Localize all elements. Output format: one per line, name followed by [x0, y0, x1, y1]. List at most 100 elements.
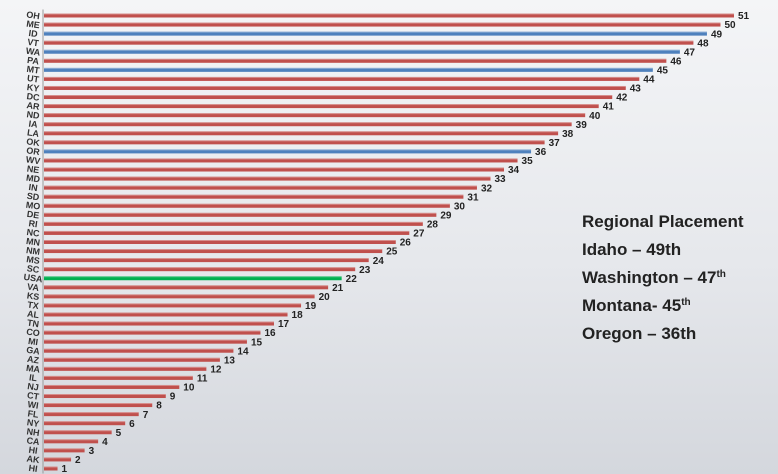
bar-shine-or [44, 149, 531, 150]
value-label-ok: 37 [549, 138, 561, 149]
bar-shine-me [44, 23, 720, 24]
value-label-oh: 51 [738, 11, 750, 22]
value-label-de: 29 [440, 210, 452, 221]
value-label-mt: 45 [657, 66, 669, 77]
value-label-tn: 17 [278, 319, 290, 330]
bar-shine-al [44, 312, 288, 313]
bar-shine-ak [44, 457, 71, 458]
value-label-me: 50 [724, 20, 736, 31]
value-label-hi: 1 [62, 464, 68, 474]
value-label-la: 38 [562, 129, 574, 140]
bar-shine-tn [44, 322, 274, 323]
value-label-nh: 5 [116, 428, 122, 439]
bar-shine-id [44, 32, 707, 33]
bar-shine-tx [44, 303, 301, 304]
value-label-vt: 48 [697, 38, 709, 49]
bar-shine-vt [44, 41, 693, 42]
bar-shine-ms [44, 258, 369, 259]
bar-shine-nd [44, 113, 585, 114]
bar-shine-oh [44, 14, 734, 15]
value-label-ri: 28 [427, 220, 439, 231]
value-label-md: 33 [494, 174, 506, 185]
value-label-sd: 31 [467, 192, 479, 203]
regional-item-idaho: Idaho – 49th [582, 236, 744, 264]
bar-shine-la [44, 131, 558, 132]
bar-shine-in [44, 186, 477, 187]
value-label-mo: 30 [454, 201, 466, 212]
regional-item-text: Oregon – 36th [582, 324, 696, 343]
value-label-hi: 3 [89, 446, 95, 457]
value-label-ny: 6 [129, 419, 135, 430]
bar-shine-nj [44, 385, 179, 386]
regional-item-sup: th [716, 269, 725, 280]
value-label-nc: 27 [413, 229, 425, 240]
bar-shine-hi [44, 467, 58, 468]
tick-label-hi: HI [28, 463, 38, 474]
value-label-sc: 23 [359, 265, 371, 276]
value-label-in: 32 [481, 183, 493, 194]
bar-shine-ca [44, 439, 98, 440]
bar-shine-dc [44, 95, 612, 96]
regional-item-montana: Montana- 45th [582, 292, 744, 320]
value-label-ca: 4 [102, 437, 108, 448]
value-label-nm: 25 [386, 247, 398, 258]
bar-shine-nc [44, 231, 409, 232]
bar-shine-ky [44, 86, 626, 87]
value-label-tx: 19 [305, 301, 317, 312]
bar-shine-va [44, 285, 328, 286]
value-label-wv: 35 [522, 156, 534, 167]
bar-shine-ma [44, 367, 206, 368]
bar-shine-de [44, 213, 436, 214]
value-label-ma: 12 [210, 364, 222, 375]
value-label-nj: 10 [183, 383, 195, 394]
bar-shine-wa [44, 50, 680, 51]
value-label-al: 18 [292, 310, 304, 321]
bar-shine-nh [44, 430, 112, 431]
value-label-id: 49 [711, 29, 723, 40]
value-label-ar: 41 [603, 102, 615, 113]
bar-shine-az [44, 358, 220, 359]
bar-shine-wv [44, 158, 518, 159]
bar-shine-pa [44, 59, 666, 60]
bar-shine-mo [44, 204, 450, 205]
value-label-il: 11 [197, 374, 208, 385]
bar-shine-nm [44, 249, 382, 250]
regional-item-text: Montana- 45 [582, 296, 681, 315]
value-label-ia: 39 [576, 120, 588, 131]
regional-item-sup: th [681, 297, 690, 308]
bar-shine-ia [44, 122, 572, 123]
bar-shine-mn [44, 240, 396, 241]
value-label-fl: 7 [143, 410, 149, 421]
value-label-ga: 14 [237, 346, 249, 357]
value-label-ne: 34 [508, 165, 520, 176]
bar-shine-ct [44, 394, 166, 395]
value-label-ky: 43 [630, 84, 642, 95]
bar-shine-mt [44, 68, 653, 69]
bar-shine-md [44, 177, 490, 178]
regional-item-text: Washington – 47 [582, 268, 716, 287]
bar-shine-ks [44, 294, 315, 295]
value-label-pa: 46 [670, 56, 682, 67]
bar-shine-co [44, 331, 260, 332]
bar-shine-sd [44, 195, 463, 196]
bar-shine-ga [44, 349, 233, 350]
value-label-wi: 8 [156, 401, 162, 412]
value-label-usa: 22 [346, 274, 358, 285]
regional-placement-title: Regional Placement [582, 208, 744, 236]
bar-shine-ri [44, 222, 423, 223]
value-label-ks: 20 [319, 292, 331, 303]
regional-placement-box: Regional Placement Idaho – 49th Washingt… [582, 208, 744, 348]
value-label-wa: 47 [684, 47, 696, 58]
bar-shine-il [44, 376, 193, 377]
value-label-va: 21 [332, 283, 344, 294]
regional-item-oregon: Oregon – 36th [582, 320, 744, 348]
regional-item-washington: Washington – 47th [582, 264, 744, 292]
bar-shine-mi [44, 340, 247, 341]
value-label-ms: 24 [373, 256, 385, 267]
bar-shine-ny [44, 421, 125, 422]
bar-shine-ar [44, 104, 599, 105]
bar-shine-ut [44, 77, 639, 78]
regional-item-text: Idaho – 49th [582, 240, 681, 259]
value-label-co: 16 [264, 328, 276, 339]
bar-shine-sc [44, 267, 355, 268]
